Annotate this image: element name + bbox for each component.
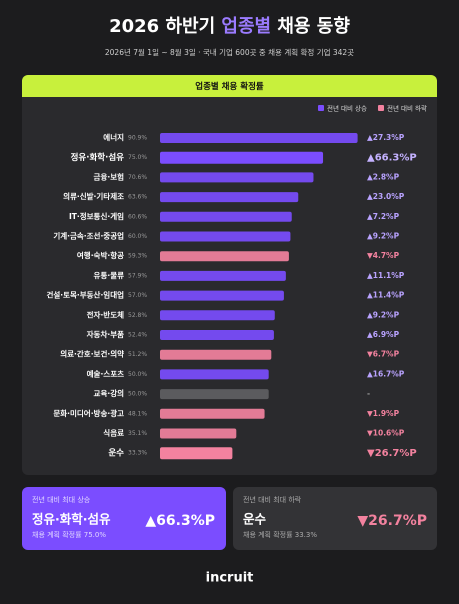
- value-label: 50.0%: [128, 391, 147, 398]
- chart-title: 업종별 채용 확정률: [195, 81, 264, 92]
- bar: [160, 251, 289, 262]
- change-label: ▲11.1%P: [367, 271, 405, 280]
- value-label: 70.6%: [128, 174, 147, 181]
- card-title: 정유·화학·섬유: [32, 512, 111, 527]
- category-label: 의료·간호·보건·의약: [60, 349, 124, 359]
- change-label: ▲6.9%P: [367, 330, 400, 339]
- category-label: 운수: [108, 448, 124, 459]
- bar: [160, 172, 314, 183]
- title-part: 업종별: [221, 16, 271, 37]
- category-label: 건설·토목·부동산·임대업: [46, 290, 124, 300]
- card-down: [233, 487, 437, 550]
- legend-swatch: [318, 105, 324, 111]
- title-part: 2026 하반기: [109, 16, 221, 37]
- change-label: ▼1.9%P: [367, 409, 400, 418]
- panel-header: [22, 75, 437, 97]
- bar: [160, 310, 275, 321]
- category-label: 문화·미디어·방송·광고: [53, 408, 124, 418]
- legend-swatch: [378, 105, 384, 111]
- value-label: 57.0%: [128, 292, 147, 299]
- change-label: ▼10.6%P: [367, 429, 405, 438]
- value-label: 51.2%: [128, 351, 147, 358]
- change-label: ▲11.4%P: [367, 291, 405, 300]
- category-label: 전자·반도체: [87, 309, 124, 319]
- change-label: ▲7.2%P: [367, 212, 400, 221]
- value-label: 33.3%: [128, 450, 147, 457]
- bar: [160, 408, 265, 419]
- value-label: 52.8%: [128, 312, 147, 319]
- change-label: ▲9.2%P: [367, 232, 400, 241]
- title-part: 채용 동향: [271, 16, 350, 37]
- value-label: 50.0%: [128, 371, 147, 378]
- value-label: 48.1%: [128, 410, 147, 417]
- change-label: ▲2.8%P: [367, 172, 400, 181]
- bar: [160, 151, 324, 164]
- bar: [160, 369, 269, 380]
- category-label: 에너지: [103, 132, 124, 142]
- bar: [160, 330, 274, 340]
- category-label: 정유·화학·섬유: [71, 152, 125, 163]
- change-label: ▼4.7%P: [367, 251, 400, 260]
- bar: [160, 389, 269, 400]
- bar: [160, 428, 237, 439]
- card-tag: 전년 대비 최대 하락: [243, 495, 302, 504]
- card-note: 채용 계획 확정률 33.3%: [243, 530, 317, 539]
- value-label: 90.9%: [128, 135, 147, 142]
- category-label: 자동차·부품: [87, 329, 124, 339]
- value-label: 52.4%: [128, 332, 147, 339]
- bar: [160, 133, 358, 143]
- legend-label: 전년 대비 하락: [387, 104, 427, 113]
- category-label: 의류·신발·기타제조: [63, 191, 124, 201]
- card-title: 운수: [243, 512, 267, 527]
- category-label: 여행·숙박·항공: [77, 250, 124, 260]
- change-label: ▲66.3%P: [367, 153, 417, 164]
- card-change: ▲66.3%P: [145, 513, 215, 529]
- change-label: ▲23.0%P: [367, 192, 405, 201]
- card-tag: 전년 대비 최대 상승: [32, 495, 91, 504]
- category-label: 유통·물류: [94, 271, 125, 280]
- change-label: ▲9.2%P: [367, 310, 400, 319]
- category-label: 예술·스포츠: [87, 368, 124, 378]
- page-title: 2026 하반기 업종별 채용 동향: [109, 16, 350, 37]
- change-label: ▼6.7%P: [367, 350, 400, 359]
- category-label: 기계·금속·조선·중공업: [53, 231, 124, 241]
- value-label: 59.3%: [128, 253, 147, 260]
- value-label: 60.6%: [128, 213, 147, 220]
- category-label: 교육·강의: [94, 388, 125, 398]
- value-label: 60.0%: [128, 233, 147, 240]
- change-label: ▲16.7%P: [367, 369, 405, 378]
- value-label: 63.6%: [128, 194, 147, 201]
- bar: [160, 349, 272, 360]
- bar: [160, 211, 292, 222]
- category-label: 식음료: [103, 428, 124, 438]
- change-label: ▼26.7%P: [367, 448, 417, 459]
- change-label: ▲27.3%P: [367, 133, 405, 142]
- card-up: [22, 487, 226, 550]
- subtitle: 2026년 7월 1일 ~ 8월 3일 · 국내 기업 600곳 중 채용 계획…: [105, 47, 354, 57]
- bar: [160, 231, 291, 242]
- card-note: 채용 계획 확정률 75.0%: [32, 530, 106, 539]
- bar: [160, 447, 233, 460]
- bar: [160, 290, 284, 301]
- category-label: IT·정보통신·게임: [69, 211, 124, 221]
- bar: [160, 192, 299, 203]
- value-label: 35.1%: [128, 430, 147, 437]
- logo: incruit: [206, 571, 254, 586]
- legend-label: 전년 대비 상승: [327, 104, 367, 113]
- value-label: 57.9%: [128, 272, 147, 279]
- change-label: -: [367, 389, 370, 398]
- bar: [160, 270, 286, 281]
- category-label: 금융·보험: [94, 171, 125, 181]
- card-change: ▼26.7%P: [357, 513, 427, 529]
- value-label: 75.0%: [128, 154, 147, 161]
